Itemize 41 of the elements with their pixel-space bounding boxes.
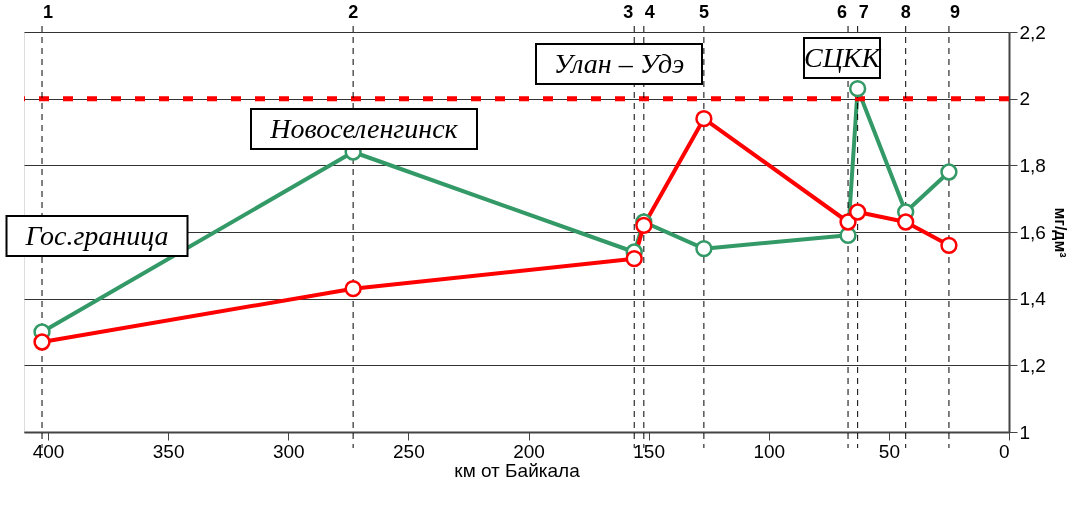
y-axis-title: мг/дм³ — [1051, 207, 1069, 258]
text: 4 — [644, 2, 655, 22]
annotation: Новоселенгинск — [269, 113, 459, 144]
x-tick-label: 200 — [513, 440, 545, 462]
text: 8 — [900, 2, 911, 22]
text: 9 — [949, 2, 960, 22]
y-tick-label: 1 — [1019, 421, 1031, 443]
y-tick-label: 1,2 — [1019, 354, 1046, 376]
point — [897, 213, 915, 231]
y-tick-label: 1,4 — [1019, 288, 1047, 310]
point — [625, 250, 643, 268]
point — [33, 333, 51, 351]
point — [695, 110, 713, 128]
y-tick-label: 2,2 — [1019, 21, 1046, 43]
point — [848, 80, 867, 98]
text: 7 — [858, 2, 869, 22]
text: 1 — [43, 2, 54, 22]
x-axis-title: км от Байкала — [454, 459, 581, 481]
text: 5 — [698, 2, 709, 22]
point — [848, 203, 867, 221]
x-tick-label: 50 — [878, 440, 900, 462]
y-tick-label: 2 — [1019, 88, 1031, 110]
x-tick-label: 350 — [152, 440, 185, 462]
point — [940, 236, 958, 254]
x-tick-label: 100 — [753, 440, 786, 462]
text: 6 — [837, 2, 848, 22]
annotation: Гос.граница — [24, 220, 169, 251]
y-tick-label: 1,8 — [1019, 154, 1046, 176]
annotation: Улан – Удэ — [553, 48, 685, 79]
x-tick-label: 250 — [393, 440, 425, 462]
point — [940, 163, 958, 181]
text: 3 — [623, 2, 634, 22]
text: 2 — [348, 2, 359, 22]
x-tick-label: 300 — [272, 440, 305, 462]
point — [344, 280, 362, 298]
point — [839, 213, 857, 231]
x-tick-label: 0 — [998, 440, 1010, 462]
x-tick-label: 150 — [633, 440, 665, 462]
point — [695, 240, 713, 258]
y-tick-label: 1,6 — [1019, 221, 1046, 243]
x-tick-label: 400 — [32, 440, 65, 462]
